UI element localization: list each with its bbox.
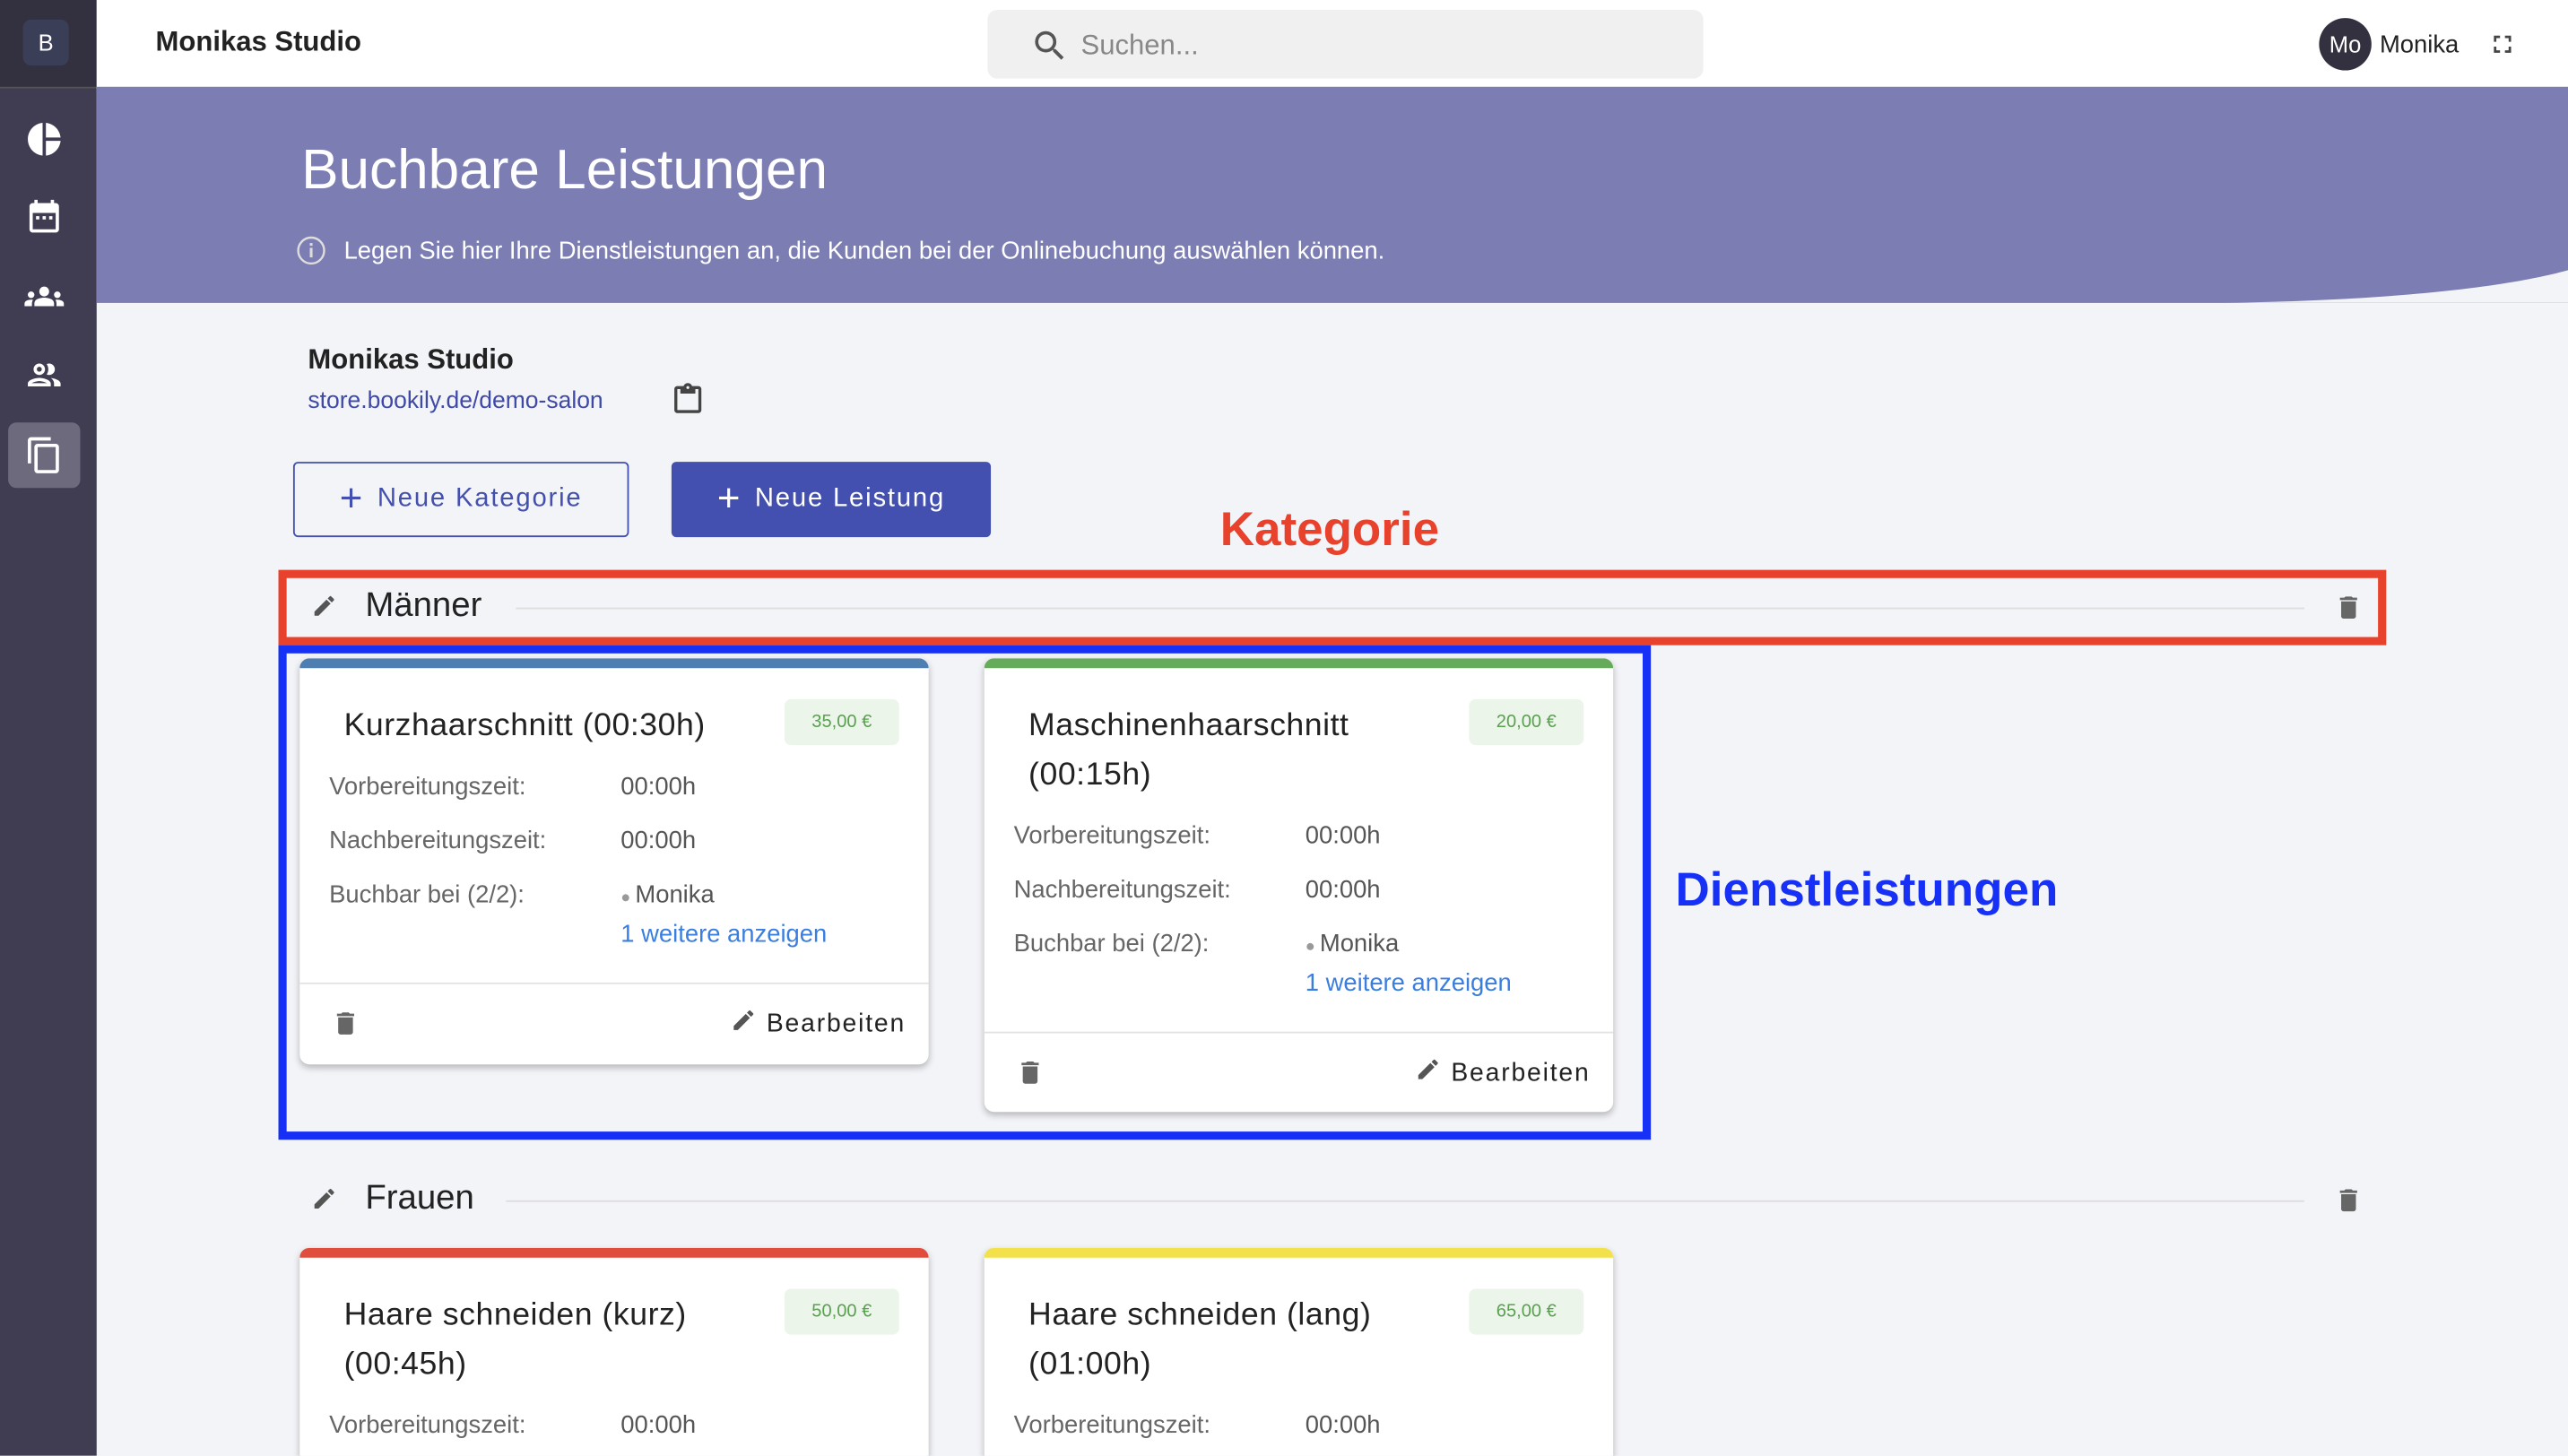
sidebar-header: B xyxy=(0,0,97,89)
annotation-services: Dienstleistungen xyxy=(1675,864,2059,917)
edit-label: Bearbeiten xyxy=(1451,1058,1591,1087)
prep-value: 00:00h xyxy=(1305,821,1381,850)
prep-label: Vorbereitungszeit: xyxy=(329,773,526,802)
service-title: Kurzhaarschnitt (00:30h) xyxy=(343,707,706,744)
annotation-category-box xyxy=(278,569,2387,646)
new-category-button[interactable]: + Neue Kategorie xyxy=(292,462,629,538)
edit-label: Bearbeiten xyxy=(766,1010,907,1038)
card-divider xyxy=(299,982,929,984)
sidebar-item-calendar[interactable] xyxy=(8,184,80,249)
delete-category-icon[interactable] xyxy=(2334,1185,2364,1223)
search-input[interactable]: Suchen... xyxy=(987,9,1704,79)
show-more-link[interactable]: 1 weitere anzeigen xyxy=(620,920,828,949)
staff-value: ● Monika xyxy=(1305,930,1400,958)
prep-label: Vorbereitungszeit: xyxy=(1013,821,1210,850)
plus-icon: + xyxy=(339,476,365,521)
price-badge: 20,00 € xyxy=(1469,698,1584,746)
new-category-label: Neue Kategorie xyxy=(377,484,583,513)
page-description: Legen Sie hier Ihre Dienstleistungen an,… xyxy=(295,234,1384,267)
pencil-icon xyxy=(731,1007,757,1041)
staff-name: Monika xyxy=(1319,930,1400,958)
search-placeholder: Suchen... xyxy=(1080,29,1199,61)
service-card: Haare schneiden (lang) (01:00h) 65,00 € … xyxy=(984,1247,1614,1456)
service-card: Kurzhaarschnitt (00:30h) 35,00 € Vorbere… xyxy=(299,658,929,1065)
service-color-bar xyxy=(984,1247,1614,1258)
service-title: Haare schneiden (kurz) (00:45h) xyxy=(343,1296,687,1382)
user-name[interactable]: Monika xyxy=(2379,30,2460,59)
prep-value: 00:00h xyxy=(620,773,697,802)
page-title: Buchbare Leistungen xyxy=(301,139,829,202)
prep-label: Vorbereitungszeit: xyxy=(329,1411,526,1440)
delete-service-icon[interactable] xyxy=(331,1009,360,1046)
service-card: Maschinenhaarschnitt (00:15h) 20,00 € Vo… xyxy=(984,658,1614,1113)
category-row: Frauen xyxy=(308,1175,2371,1225)
annotation-category: Kategorie xyxy=(1219,504,1440,558)
bookable-label: Buchbar bei (2/2): xyxy=(329,880,525,909)
service-card: Haare schneiden (kurz) (00:45h) 50,00 € … xyxy=(299,1247,929,1456)
service-color-bar xyxy=(984,658,1614,669)
page-description-text: Legen Sie hier Ihre Dienstleistungen an,… xyxy=(343,236,1385,264)
category-name: Frauen xyxy=(365,1179,474,1218)
price-badge: 65,00 € xyxy=(1469,1288,1584,1335)
studio-name: Monikas Studio xyxy=(308,343,514,376)
edit-service-button[interactable]: Bearbeiten xyxy=(731,1007,906,1041)
sidebar: B xyxy=(0,0,97,1456)
category-divider xyxy=(506,1200,2304,1202)
prep-label: Vorbereitungszeit: xyxy=(1013,1411,1210,1440)
pencil-icon xyxy=(1415,1056,1441,1090)
topbar: Monikas Studio Suchen... Mo Monika xyxy=(96,0,2568,89)
fullscreen-icon[interactable] xyxy=(2487,30,2517,59)
page-header: Buchbare Leistungen Legen Sie hier Ihre … xyxy=(96,86,2568,303)
services-icon xyxy=(28,437,59,473)
card-divider xyxy=(984,1031,1614,1034)
category-divider xyxy=(516,607,2304,610)
logo[interactable]: B xyxy=(22,19,69,66)
post-label: Nachbereitungszeit: xyxy=(329,827,547,855)
show-more-link[interactable]: 1 weitere anzeigen xyxy=(1305,969,1512,998)
staff-value: ● Monika xyxy=(620,880,715,909)
app-title: Monikas Studio xyxy=(155,26,361,57)
prep-value: 00:00h xyxy=(1305,1411,1381,1440)
staff-name: Monika xyxy=(635,880,715,909)
bookable-label: Buchbar bei (2/2): xyxy=(1013,930,1210,958)
staff-icon xyxy=(28,363,61,387)
category-row: Männer xyxy=(308,583,2371,632)
price-badge: 50,00 € xyxy=(784,1288,899,1335)
sidebar-item-staff[interactable] xyxy=(8,342,80,408)
sidebar-item-customers[interactable] xyxy=(8,264,80,329)
prep-value: 00:00h xyxy=(620,1411,697,1440)
delete-category-icon[interactable] xyxy=(2334,593,2364,630)
post-value: 00:00h xyxy=(1305,876,1381,905)
search-icon xyxy=(1035,30,1064,60)
edit-category-icon[interactable] xyxy=(311,593,337,627)
edit-service-button[interactable]: Bearbeiten xyxy=(1415,1056,1590,1090)
studio-link[interactable]: store.bookily.de/demo-salon xyxy=(308,387,603,415)
info-icon xyxy=(297,236,325,265)
clipboard-icon[interactable] xyxy=(670,382,706,418)
annotation-services-box xyxy=(278,645,1652,1140)
sidebar-item-dashboard[interactable] xyxy=(8,107,80,172)
customers-icon xyxy=(24,286,65,307)
delete-service-icon[interactable] xyxy=(1015,1058,1045,1096)
service-color-bar xyxy=(299,1247,929,1258)
sidebar-item-services[interactable] xyxy=(8,422,81,489)
price-badge: 35,00 € xyxy=(784,698,899,746)
pie-chart-icon xyxy=(28,122,61,156)
calendar-icon xyxy=(29,199,59,233)
plus-icon: + xyxy=(716,476,742,521)
post-label: Nachbereitungszeit: xyxy=(1013,876,1231,905)
post-value: 00:00h xyxy=(620,827,697,855)
edit-category-icon[interactable] xyxy=(311,1185,337,1219)
avatar[interactable]: Mo xyxy=(2319,18,2372,71)
new-service-label: Neue Leistung xyxy=(754,484,946,513)
category-name: Männer xyxy=(365,585,482,624)
service-title: Haare schneiden (lang) (01:00h) xyxy=(1028,1296,1372,1382)
new-service-button[interactable]: + Neue Leistung xyxy=(671,462,992,538)
service-title: Maschinenhaarschnitt (00:15h) xyxy=(1028,707,1349,793)
service-color-bar xyxy=(299,658,929,669)
